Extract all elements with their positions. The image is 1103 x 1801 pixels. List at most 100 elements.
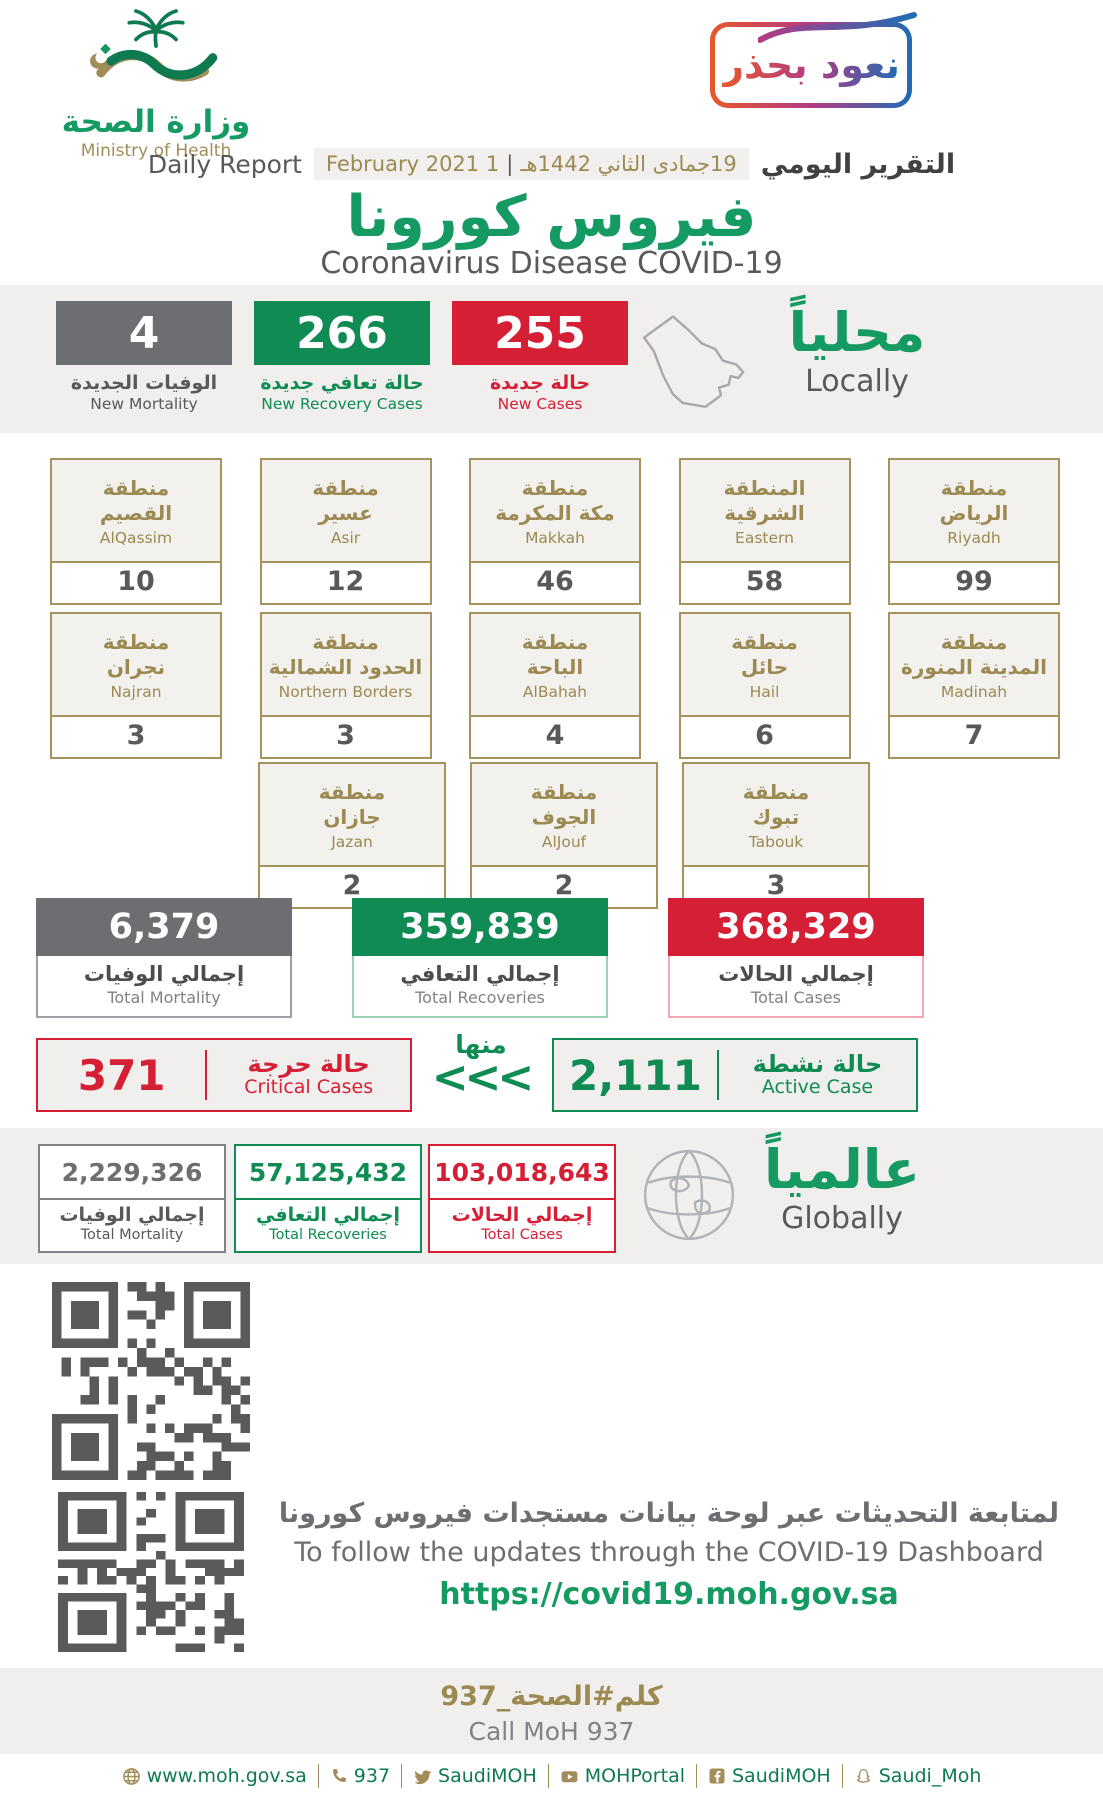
region-name-en: AlJouf <box>541 832 587 851</box>
footer-website-link[interactable]: www.moh.gov.sa <box>122 1765 307 1787</box>
call-moh-band: كلم#الصحة_937 Call MoH 937 <box>0 1668 1103 1754</box>
region-card-jazan: منطقة جازان Jazan 2 <box>258 762 446 909</box>
moh-logo: وزارة الصحة Ministry of Health <box>46 6 266 161</box>
global-total-cases-label-en: Total Cases <box>481 1227 563 1243</box>
new-cases-label-en: New Cases <box>497 395 583 413</box>
footer-facebook-link[interactable]: SaudiMOH <box>708 1765 831 1787</box>
region-row-1: منطقة القصيم AlQassim 10 منطقة عسير Asir… <box>50 458 1060 605</box>
region-name-en: Makkah <box>525 528 585 547</box>
badge-text: نعود بحذر <box>722 43 900 87</box>
global-total-recoveries-card: 57,125,432 إجمالي التعافي Total Recoveri… <box>234 1144 422 1253</box>
footer-youtube-link[interactable]: MOHPortal <box>560 1765 685 1787</box>
region-name-en: AlBahah <box>522 682 588 701</box>
region-card-madinah: منطقة المدينة المنورة Madinah 7 <box>888 612 1060 759</box>
report-date-row: Daily Report 19جمادى الثاني 1442هـ | 1 F… <box>0 148 1103 180</box>
dashboard-url-link[interactable]: https://covid19.moh.gov.sa <box>439 1577 899 1612</box>
social-footer: www.moh.gov.sa 937 SaudiMOH MOHPortal Sa… <box>0 1764 1103 1788</box>
active-cases-card: 2,111 حالة نشطة Active Case <box>552 1038 918 1112</box>
region-card-albahah: منطقة الباحة AlBahah 4 <box>469 612 641 759</box>
total-mortality-label-ar: إجمالي الوفيات <box>83 962 245 986</box>
region-name-ar: منطقة عسير <box>312 475 379 525</box>
dashboard-qr-code <box>52 1282 250 1480</box>
total-cases-label-ar: إجمالي الحالات <box>718 962 874 986</box>
new-recoveries-value: 266 <box>254 301 430 365</box>
region-name-en: Madinah <box>940 682 1008 701</box>
region-new-cases: 12 <box>326 566 365 597</box>
globe-icon <box>122 1767 140 1785</box>
badge-swoosh-decoration <box>758 12 917 43</box>
phone-icon <box>332 1769 346 1782</box>
region-name-ar: منطقة الجوف <box>530 779 598 829</box>
daily-report-label-ar: التقرير اليومي <box>760 148 956 180</box>
region-name-en: Eastern <box>735 528 794 547</box>
footer-divider <box>401 1764 403 1788</box>
region-card-riyadh: منطقة الرياض Riyadh 99 <box>888 458 1060 605</box>
region-new-cases: 10 <box>117 566 155 597</box>
footer-phone-label: 937 <box>353 1765 391 1787</box>
critical-cases-card: 371 حالة حرجة Critical Cases <box>36 1038 412 1112</box>
region-name-en: Tabouk <box>748 832 804 851</box>
footer-snapchat-label: Saudi_Moh <box>878 1765 982 1787</box>
region-card-eastern: المنطقة الشرقية Eastern 58 <box>678 458 851 605</box>
region-new-cases: 3 <box>336 720 355 751</box>
footer-twitter-link[interactable]: SaudiMOH <box>413 1765 537 1787</box>
saudi-arabia-map-outline <box>643 315 745 408</box>
active-cases-value: 2,111 <box>569 1050 702 1100</box>
region-name-ar: منطقة المدينة المنورة <box>901 629 1047 679</box>
locally-heading-en: Locally <box>805 364 909 400</box>
total-cases-value: 368,329 <box>668 898 924 956</box>
active-cases-label-en: Active Case <box>761 1076 874 1099</box>
footer-snapchat-link[interactable]: Saudi_Moh <box>854 1765 982 1787</box>
snapchat-icon <box>856 1768 870 1783</box>
region-row-3: منطقة جازان Jazan 2 منطقة الجوف AlJouf 2… <box>258 762 870 909</box>
region-new-cases: 2 <box>554 870 574 901</box>
region-card-hail: منطقة حائل Hail 6 <box>678 612 851 759</box>
dashboard-info-ar: لمتابعة التحديثات عبر لوحة بيانات مستجدا… <box>278 1498 1060 1529</box>
region-name-ar: منطقة حائل <box>731 629 798 679</box>
total-recoveries-label-en: Total Recoveries <box>415 988 545 1007</box>
footer-divider <box>841 1764 843 1788</box>
region-card-makkah: منطقة مكة المكرمة Makkah 46 <box>469 458 641 605</box>
global-total-cases-card: 103,018,643 إجمالي الحالات Total Cases <box>428 1144 616 1253</box>
region-new-cases: 2 <box>342 870 362 901</box>
footer-phone-link[interactable]: 937 <box>330 1765 390 1787</box>
region-new-cases: 3 <box>766 870 786 901</box>
total-mortality-label-en: Total Mortality <box>107 988 221 1007</box>
global-total-mortality-label-en: Total Mortality <box>80 1227 184 1243</box>
page-title-arabic: فيروس كورونا <box>346 184 757 250</box>
region-name-ar: منطقة الحدود الشمالية <box>268 629 423 679</box>
new-cases-stat: 255 حالة جديدة New Cases <box>452 301 628 413</box>
footer-youtube-label: MOHPortal <box>584 1765 685 1787</box>
call-moh-label-en: Call MoH 937 <box>468 1717 635 1746</box>
region-name-ar: منطقة القصيم <box>99 475 173 525</box>
critical-cases-label-ar: حالة حرجة <box>247 1049 370 1078</box>
of-which-connector: منها <<< <box>430 1030 535 1100</box>
region-name-ar: منطقة نجران <box>102 629 170 679</box>
global-total-recoveries-value: 57,125,432 <box>236 1146 420 1200</box>
global-total-cases-value: 103,018,643 <box>430 1146 614 1200</box>
region-new-cases: 3 <box>126 720 146 751</box>
region-row-2: منطقة نجران Najran 3 منطقة الحدود الشمال… <box>50 612 1060 759</box>
new-mortality-label-en: New Mortality <box>90 395 198 413</box>
globally-heading-ar: عالمياً <box>764 1138 920 1201</box>
new-recoveries-label-en: New Recovery Cases <box>261 395 423 413</box>
region-name-en: Northern Borders <box>278 682 413 701</box>
region-name-en: Riyadh <box>947 528 1001 547</box>
date-separator: | <box>506 152 514 176</box>
global-total-mortality-value: 2,229,326 <box>40 1146 224 1200</box>
region-card-asir: منطقة عسير Asir 12 <box>259 458 432 605</box>
region-card-northern-borders: منطقة الحدود الشمالية Northern Borders 3 <box>259 612 432 759</box>
global-total-recoveries-label-en: Total Recoveries <box>269 1227 387 1243</box>
region-name-ar: منطقة مكة المكرمة <box>495 475 615 525</box>
locally-heading: محلياً Locally <box>772 303 942 400</box>
total-mortality-value: 6,379 <box>36 898 292 956</box>
facebook-icon <box>709 1768 725 1784</box>
region-new-cases: 99 <box>955 566 993 597</box>
new-mortality-value: 4 <box>56 301 232 365</box>
region-name-en: Hail <box>749 682 780 701</box>
new-cases-label-ar: حالة جديدة <box>489 372 591 394</box>
total-cases-label-en: Total Cases <box>751 988 841 1007</box>
call-moh-label-ar: كلم#الصحة_937 <box>440 1681 663 1712</box>
date-gregorian: 1 February 2021 <box>325 152 500 176</box>
date-hijri: 19جمادى الثاني 1442هـ <box>520 152 737 176</box>
